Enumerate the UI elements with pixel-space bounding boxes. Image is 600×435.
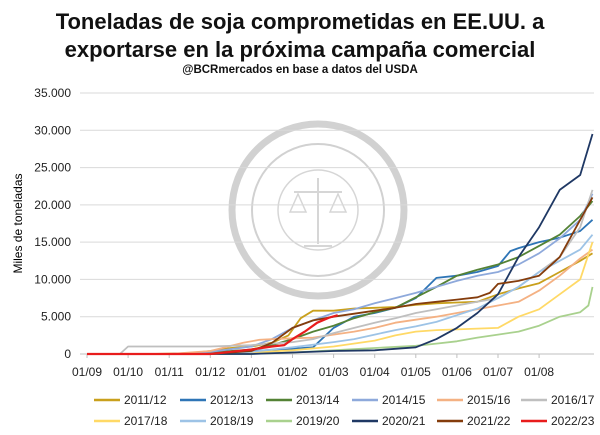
x-tick-label: 01/08 [524,365,554,379]
legend-label: 2019/20 [296,414,340,428]
legend-item: 2022/23 [521,414,595,428]
x-tick-label: 01/02 [277,365,307,379]
chart-subtitle: @BCRmercados en base a datos del USDA [182,64,418,76]
series-line-2014-15 [87,193,594,355]
series-line-2011-12 [87,252,593,355]
x-tick-label: 01/12 [195,365,225,379]
series-line-2017-18 [87,241,594,355]
y-tick-label: 0 [64,347,71,361]
x-tick-label: 01/11 [155,365,184,379]
legend-item: 2018/19 [180,414,254,428]
series-line-2021-22 [87,196,594,355]
y-tick-label: 35.000 [34,86,71,100]
legend-label: 2017/18 [124,414,168,428]
x-tick-label: 01/06 [442,365,472,379]
series-lines [87,133,594,356]
gridlines [80,92,594,318]
chart-title-line1: Toneladas de soja comprometidas en EE.UU… [55,9,545,34]
legend-item: 2016/17 [521,393,595,407]
y-tick-label: 15.000 [34,235,71,249]
series-line-2015-16 [87,248,594,355]
legend-item: 2011/12 [94,393,167,407]
x-tick-label: 01/09 [72,365,102,379]
legend: 2011/12 2012/13 2013/14 2014/15 2015/16 2016/… [94,393,595,428]
series-line-2018-19 [87,234,594,355]
chart-title-line2: exportarse en la próxima campaña comerci… [64,37,536,62]
y-tick-label: 10.000 [34,272,71,286]
y-tick-label: 25.000 [34,161,71,175]
y-tick-label: 20.000 [34,198,71,212]
legend-label: 2018/19 [210,414,254,428]
y-axis-title: Miles de toneladas [11,173,25,273]
legend-label: 2022/23 [551,414,595,428]
legend-label: 2016/17 [551,393,595,407]
x-tick-label: 01/01 [236,365,266,379]
x-tick-label: 01/05 [401,365,431,379]
legend-item: 2013/14 [266,393,340,407]
x-tick-label: 01/04 [360,365,390,379]
series-line-2019-20 [87,286,594,355]
legend-label: 2021/22 [467,414,511,428]
x-axis-ticks: 01/09 01/10 01/11 01/12 01/01 01/02 01/03 01/04… [72,354,554,379]
legend-label: 2013/14 [296,393,340,407]
y-tick-label: 5.000 [41,310,71,324]
legend-item: 2020/21 [352,414,426,428]
legend-label: 2014/15 [382,393,426,407]
legend-item: 2014/15 [352,393,426,407]
legend-label: 2015/16 [467,393,511,407]
legend-item: 2012/13 [180,393,254,407]
legend-item: 2017/18 [94,414,168,428]
legend-item: 2015/16 [437,393,511,407]
legend-label: 2011/12 [124,393,167,407]
x-tick-label: 01/07 [483,365,513,379]
watermark-seal [228,120,408,300]
legend-label: 2020/21 [382,414,426,428]
x-tick-label: 01/10 [113,365,143,379]
series-line-2020-21 [87,133,594,355]
series-line-2022-23 [87,314,338,356]
legend-label: 2012/13 [210,393,254,407]
legend-item: 2019/20 [266,414,340,428]
legend-item: 2021/22 [437,414,511,428]
y-tick-label: 30.000 [34,123,71,137]
x-tick-label: 01/03 [319,365,349,379]
y-axis-ticks: 0 5.000 10.000 15.000 20.000 25.000 30.000 35.0… [34,86,71,361]
